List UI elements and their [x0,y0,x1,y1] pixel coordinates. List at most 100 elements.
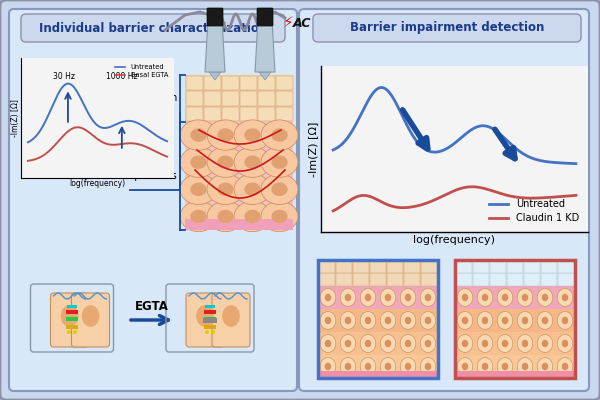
Bar [490,260,506,272]
Ellipse shape [517,312,533,330]
Ellipse shape [420,358,436,376]
Ellipse shape [244,210,260,223]
FancyBboxPatch shape [207,8,223,26]
Bar [318,260,438,378]
Ellipse shape [360,288,376,306]
Ellipse shape [517,288,533,306]
Bar [370,273,386,286]
Ellipse shape [340,288,356,306]
Bar [335,273,352,286]
Bar [203,76,221,90]
Ellipse shape [207,201,244,232]
Ellipse shape [325,294,331,301]
Text: EGTA: EGTA [135,300,169,312]
Y-axis label: -Im(Z) [Ω]: -Im(Z) [Ω] [11,99,20,137]
Ellipse shape [345,317,351,324]
Bar [185,219,293,230]
Bar [319,273,335,286]
Bar [221,76,239,90]
Y-axis label: -Im(Z) [Ω]: -Im(Z) [Ω] [308,121,318,177]
Bar [404,260,421,272]
Bar [455,260,575,378]
Text: Viable Epidermis: Viable Epidermis [95,171,177,181]
Bar [318,260,438,286]
Bar [203,91,221,106]
Ellipse shape [400,312,416,330]
Bar [370,260,386,272]
Bar [204,310,216,314]
Bar [239,91,257,106]
Bar [455,355,575,378]
Bar [319,260,335,272]
Ellipse shape [400,358,416,376]
Bar [185,106,203,121]
Ellipse shape [82,305,100,327]
Ellipse shape [244,128,260,142]
Bar [318,286,438,309]
FancyBboxPatch shape [313,14,581,42]
Bar [507,273,523,286]
Ellipse shape [190,210,206,223]
Ellipse shape [385,363,391,370]
Bar [455,273,472,286]
Bar [318,260,438,378]
Ellipse shape [462,363,468,370]
Ellipse shape [562,340,568,347]
Ellipse shape [271,182,287,196]
Ellipse shape [222,305,240,327]
Bar [353,273,369,286]
Bar [203,106,221,121]
Ellipse shape [497,288,513,306]
Ellipse shape [190,156,206,169]
Ellipse shape [340,334,356,352]
Bar [524,260,541,272]
Ellipse shape [477,288,493,306]
Ellipse shape [425,340,431,347]
Bar [455,260,575,378]
Ellipse shape [537,288,553,306]
Bar [67,305,77,308]
Ellipse shape [271,210,287,223]
Ellipse shape [217,182,233,196]
Ellipse shape [320,312,336,330]
Ellipse shape [522,340,528,347]
Ellipse shape [557,358,573,376]
Bar [185,76,203,90]
Bar [318,371,438,378]
Ellipse shape [325,317,331,324]
Ellipse shape [457,334,473,352]
Ellipse shape [425,363,431,370]
Ellipse shape [405,340,411,347]
Ellipse shape [271,156,287,169]
Ellipse shape [180,120,217,150]
Ellipse shape [420,312,436,330]
Ellipse shape [340,358,356,376]
Ellipse shape [557,288,573,306]
Ellipse shape [482,294,488,301]
Ellipse shape [502,363,508,370]
FancyBboxPatch shape [299,9,589,391]
Bar [204,325,216,329]
Bar [335,260,352,272]
Ellipse shape [537,334,553,352]
Ellipse shape [385,340,391,347]
Ellipse shape [261,147,298,177]
Bar [455,371,575,378]
Text: 30 Hz: 30 Hz [53,72,75,82]
Ellipse shape [385,317,391,324]
Ellipse shape [400,334,416,352]
Text: 1000 Hz: 1000 Hz [106,72,138,82]
Ellipse shape [542,317,548,324]
Bar [318,355,438,378]
Ellipse shape [462,317,468,324]
Ellipse shape [244,182,260,196]
Ellipse shape [67,330,71,334]
Ellipse shape [542,363,548,370]
Ellipse shape [180,147,217,177]
Ellipse shape [190,128,206,142]
Ellipse shape [380,312,396,330]
Ellipse shape [244,156,260,169]
Ellipse shape [205,330,209,334]
Ellipse shape [271,128,287,142]
Bar [455,260,472,272]
